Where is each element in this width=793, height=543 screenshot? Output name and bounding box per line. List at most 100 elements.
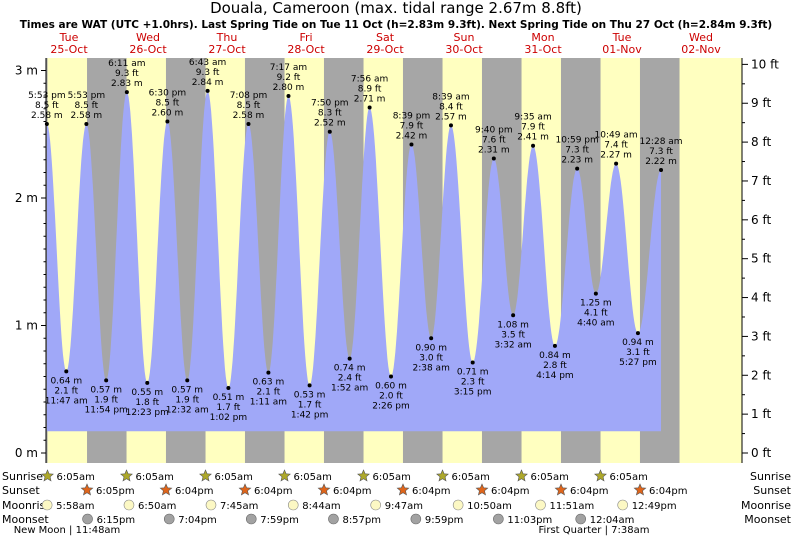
moon-icon xyxy=(370,499,382,511)
sunrise-time: 6:05am xyxy=(373,472,411,483)
daylight-band xyxy=(679,58,742,463)
y-tick-label-right: 10 ft xyxy=(751,57,779,71)
tide-point xyxy=(226,385,231,390)
moonset-time: 7:59pm xyxy=(260,515,299,526)
tide-label-time: 12:28 am xyxy=(639,137,682,147)
tide-label-m: 2.83 m xyxy=(111,79,143,89)
sun-icon xyxy=(594,469,607,482)
moon-icon xyxy=(410,513,422,525)
sunset-time: 6:04pm xyxy=(491,486,530,497)
tide-label-time: 6:43 am xyxy=(189,58,226,68)
day-header-dow: Mon xyxy=(531,31,554,44)
tide-point xyxy=(429,336,434,341)
tide-label-time: 4:40 am xyxy=(577,319,614,329)
tide-label-time: 6:11 am xyxy=(108,59,145,69)
y-tick-label-right: 1 ft xyxy=(751,407,771,421)
moon-phase-new: New Moon | 11:48am xyxy=(14,525,121,536)
tide-label-time: 4:14 pm xyxy=(536,371,574,381)
moonset-time: 12:04am xyxy=(590,515,635,526)
tide-label-m: 0.71 m xyxy=(457,367,489,377)
tide-label-m: 0.57 m xyxy=(171,385,203,395)
tide-point xyxy=(246,122,251,127)
moonset-time: 6:15pm xyxy=(97,515,136,526)
tide-label-time: 12:32 am xyxy=(166,405,209,415)
moon-icon xyxy=(123,499,135,511)
tide-label-ft: 3.5 ft xyxy=(501,330,525,340)
tide-label-ft: 8.5 ft xyxy=(35,101,59,111)
tide-label-m: 2.84 m xyxy=(192,78,224,88)
tide-label-m: 2.58 m xyxy=(71,111,103,121)
y-tick-label-right: 3 ft xyxy=(751,329,771,343)
row-label-left: Sunset xyxy=(2,484,40,497)
sun-icon xyxy=(120,469,133,482)
tide-label-m: 0.55 m xyxy=(131,388,163,398)
day-header-date: 29-Oct xyxy=(366,43,404,56)
tide-label-ft: 8.5 ft xyxy=(237,101,261,111)
tide-label-m: 0.57 m xyxy=(90,385,122,395)
tide-label-m: 2.41 m xyxy=(517,133,549,143)
day-header-date: 01-Nov xyxy=(602,43,642,56)
moonrise-time: 10:50am xyxy=(467,501,512,512)
tide-label-ft: 1.7 ft xyxy=(298,400,322,410)
day-header-date: 02-Nov xyxy=(681,43,721,56)
tide-label-time: 3:15 pm xyxy=(454,387,492,397)
tide-label-time: 10:59 pm xyxy=(556,136,599,146)
moon-icon xyxy=(205,499,217,511)
sun-icon xyxy=(80,483,94,496)
day-header-dow: Wed xyxy=(689,31,713,44)
sunrise-time: 6:05am xyxy=(531,472,569,483)
tide-point xyxy=(266,370,271,375)
tide-point xyxy=(491,156,496,161)
tide-label-m: 0.74 m xyxy=(334,364,366,374)
tide-label-time: 5:27 pm xyxy=(619,358,657,368)
sun-icon xyxy=(475,483,489,496)
sun-icon xyxy=(515,469,528,482)
tide-label-ft: 7.9 ft xyxy=(521,123,545,133)
tide-label-time: 11:54 pm xyxy=(85,405,128,415)
sun-icon xyxy=(436,469,449,482)
tide-point xyxy=(205,88,210,93)
tide-label-ft: 8.4 ft xyxy=(439,102,463,112)
tide-label-ft: 1.9 ft xyxy=(94,395,118,405)
moonset-time: 8:57pm xyxy=(342,515,381,526)
tide-label-time: 7:50 pm xyxy=(311,99,349,109)
sun-icon xyxy=(554,483,568,496)
row-label-right: Moonrise xyxy=(741,499,791,512)
tide-point xyxy=(327,129,332,134)
sun-icon xyxy=(278,469,291,482)
day-header-dow: Fri xyxy=(299,31,312,44)
tide-point xyxy=(614,161,619,166)
tide-label-time: 1:52 am xyxy=(331,384,368,394)
sunset-time: 6:04pm xyxy=(254,486,293,497)
moonset-time: 7:04pm xyxy=(178,515,217,526)
tide-label-m: 2.60 m xyxy=(152,109,184,119)
y-tick-label-left: 3 m xyxy=(15,64,38,78)
tide-label-m: 2.23 m xyxy=(561,156,593,166)
tide-point xyxy=(367,105,372,110)
tide-point xyxy=(307,383,312,388)
day-header-dow: Tue xyxy=(612,31,632,44)
day-header-date: 25-Oct xyxy=(50,43,88,56)
tide-point xyxy=(409,142,414,147)
moonrise-time: 12:49pm xyxy=(632,501,677,512)
row-label-right: Sunset xyxy=(753,484,791,497)
y-tick-label-right: 6 ft xyxy=(751,213,771,227)
sunset-time: 6:04pm xyxy=(333,486,372,497)
day-header-dow: Wed xyxy=(136,31,160,44)
sunrise-time: 6:05am xyxy=(136,472,174,483)
axes: 0 m 1 m 2 m 3 m 0 ft 1 ft 2 ft 3 ft 4 ft 5 ft 6 ft… xyxy=(15,57,779,463)
tide-label-ft: 8.9 ft xyxy=(358,84,382,94)
tide-point xyxy=(511,313,516,318)
day-header-dow: Sun xyxy=(454,31,475,44)
tide-label-time: 9:35 am xyxy=(514,113,551,123)
tide-point xyxy=(575,166,580,171)
tide-label-m: 2.42 m xyxy=(396,131,428,141)
y-tick-label-right: 4 ft xyxy=(751,291,771,305)
sun-icon xyxy=(357,469,370,482)
tide-label-ft: 1.9 ft xyxy=(175,395,199,405)
tide-label-ft: 7.3 ft xyxy=(565,146,589,156)
tide-point xyxy=(635,331,640,336)
moon-icon xyxy=(163,513,175,525)
tide-point xyxy=(531,143,536,148)
